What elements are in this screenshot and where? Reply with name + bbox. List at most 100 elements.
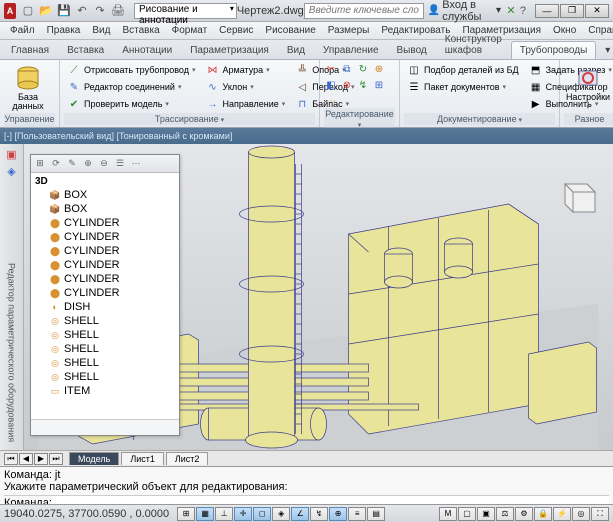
toolbar-lock[interactable]: 🔒 [534, 507, 552, 521]
rtab-manage[interactable]: Управление [314, 41, 388, 59]
sheet-next[interactable]: ▶ [34, 453, 48, 465]
login-button[interactable]: 👤 Вход в службы ▾ [424, 0, 505, 23]
valve-button[interactable]: ⋈Арматура [203, 62, 289, 78]
menu-insert[interactable]: Вставка [116, 25, 165, 36]
tree-item[interactable]: ◎SHELL [33, 370, 177, 384]
tree-btn-3[interactable]: ✎ [65, 157, 79, 171]
snap-toggle[interactable]: ⊞ [177, 507, 195, 521]
tree-item[interactable]: ⬤CYLINDER [33, 216, 177, 230]
sheet-last[interactable]: ⏭ [49, 453, 63, 465]
edit-tool-8[interactable]: ⊞ [372, 78, 386, 92]
ortho-toggle[interactable]: ⊥ [215, 507, 233, 521]
sheet-layout1[interactable]: Лист1 [121, 452, 164, 465]
edit-tool-9[interactable]: ⋯ [324, 94, 338, 108]
conn-editor-button[interactable]: ✎Редактор соединений [64, 79, 199, 95]
tree-item[interactable]: ◎SHELL [33, 328, 177, 342]
menu-draw[interactable]: Рисование [259, 25, 321, 36]
rtab-insert[interactable]: Вставка [58, 41, 113, 59]
palette-icon-1[interactable]: ▣ [6, 148, 16, 161]
menu-file[interactable]: Файл [4, 25, 41, 36]
edit-tool-6[interactable]: ⊗ [340, 78, 354, 92]
check-model-button[interactable]: ✔Проверить модель [64, 96, 199, 112]
tree-item[interactable]: ⬤CYLINDER [33, 286, 177, 300]
otrack-toggle[interactable]: ∠ [291, 507, 309, 521]
tree-item[interactable]: ⬤CYLINDER [33, 258, 177, 272]
tree-body[interactable]: 3D 📦BOX📦BOX⬤CYLINDER⬤CYLINDER⬤CYLINDER⬤C… [31, 173, 179, 419]
ribbon-expand-icon[interactable]: ▾ [596, 41, 613, 59]
rtab-view[interactable]: Вид [278, 41, 314, 59]
tree-btn-2[interactable]: ⟳ [49, 157, 63, 171]
help-search-input[interactable] [304, 3, 424, 19]
menu-dimensions[interactable]: Размеры [322, 25, 376, 36]
tree-item[interactable]: ◎SHELL [33, 356, 177, 370]
workspace-switch[interactable]: ⚙ [515, 507, 533, 521]
menu-edit[interactable]: Правка [41, 25, 87, 36]
edit-tool-7[interactable]: ↯ [356, 78, 370, 92]
menu-view[interactable]: Вид [86, 25, 116, 36]
polar-toggle[interactable]: ✛ [234, 507, 252, 521]
tree-btn-6[interactable]: ☰ [113, 157, 127, 171]
rtab-output[interactable]: Вывод [388, 41, 436, 59]
qat-print-icon[interactable]: 🖨 [110, 3, 126, 19]
close-button[interactable]: ✕ [585, 4, 609, 18]
sheet-first[interactable]: ⏮ [4, 453, 18, 465]
qat-new-icon[interactable]: ▢ [20, 3, 36, 19]
hw-accel[interactable]: ⚡ [553, 507, 571, 521]
sheet-model[interactable]: Модель [69, 452, 119, 465]
sheet-layout2[interactable]: Лист2 [166, 452, 209, 465]
viewcube[interactable] [549, 170, 603, 224]
exchange-icon[interactable]: ✕ [505, 3, 517, 19]
slope-button[interactable]: ∿Уклон [203, 79, 289, 95]
edit-tool-5[interactable]: ◧ [324, 78, 338, 92]
lwt-toggle[interactable]: ≡ [348, 507, 366, 521]
modelspace-toggle[interactable]: M [439, 507, 457, 521]
tpy-toggle[interactable]: ▤ [367, 507, 385, 521]
tree-item[interactable]: ◎SHELL [33, 314, 177, 328]
direction-button[interactable]: →Направление [203, 96, 289, 112]
menu-window[interactable]: Окно [547, 25, 582, 36]
help-icon[interactable]: ? [517, 3, 529, 19]
menu-format[interactable]: Формат [166, 25, 214, 36]
osnap-toggle[interactable]: ◻ [253, 507, 271, 521]
viewport-label[interactable]: [-] [Пользовательский вид] [Тонированный… [4, 131, 232, 141]
grid-toggle[interactable]: ▦ [196, 507, 214, 521]
tree-btn-4[interactable]: ⊕ [81, 157, 95, 171]
tree-btn-7[interactable]: ⋯ [129, 157, 143, 171]
menu-tools[interactable]: Сервис [213, 25, 259, 36]
database-button[interactable]: База данных [4, 62, 52, 113]
minimize-button[interactable]: — [535, 4, 559, 18]
tree-item[interactable]: ◎SHELL [33, 342, 177, 356]
quickview-layouts[interactable]: ▢ [458, 507, 476, 521]
workspace-selector[interactable]: Рисование и аннотации [134, 3, 237, 19]
tree-btn-1[interactable]: ⊞ [33, 157, 47, 171]
edit-tool-2[interactable]: ⧉ [340, 62, 354, 76]
panel-title-routing[interactable]: Трассирование [64, 113, 315, 125]
draw-pipe-button[interactable]: ⟋Отрисовать трубопровод [64, 62, 199, 78]
sheet-prev[interactable]: ◀ [19, 453, 33, 465]
edit-tool-3[interactable]: ↻ [356, 62, 370, 76]
isolate-objects[interactable]: ◎ [572, 507, 590, 521]
menu-help[interactable]: Справка [582, 25, 613, 36]
edit-tool-1[interactable]: ✂ [324, 62, 338, 76]
rtab-piping[interactable]: Трубопроводы [511, 41, 597, 59]
rtab-parametric[interactable]: Параметризация [181, 41, 278, 59]
qat-open-icon[interactable]: 📂 [38, 3, 54, 19]
tree-item[interactable]: ▭ITEM [33, 384, 177, 398]
command-input[interactable] [52, 496, 609, 504]
tree-item[interactable]: ⬤CYLINDER [33, 244, 177, 258]
doc-package-button[interactable]: ☰Пакет документов [404, 79, 522, 95]
app-logo[interactable]: A [4, 3, 16, 19]
ducs-toggle[interactable]: ↯ [310, 507, 328, 521]
rtab-home[interactable]: Главная [2, 41, 58, 59]
panel-title-docs[interactable]: Документирование [404, 113, 555, 125]
annoscale[interactable]: ⚖ [496, 507, 514, 521]
clean-screen[interactable]: ⛶ [591, 507, 609, 521]
dyn-toggle[interactable]: ⊕ [329, 507, 347, 521]
tree-item[interactable]: 📦BOX [33, 188, 177, 202]
rtab-annotate[interactable]: Аннотации [113, 41, 181, 59]
tree-item[interactable]: 📦BOX [33, 202, 177, 216]
panel-title-edit[interactable]: Редактирование [324, 108, 395, 130]
maximize-button[interactable]: ❐ [560, 4, 584, 18]
3dosnap-toggle[interactable]: ◈ [272, 507, 290, 521]
tree-btn-5[interactable]: ⊖ [97, 157, 111, 171]
